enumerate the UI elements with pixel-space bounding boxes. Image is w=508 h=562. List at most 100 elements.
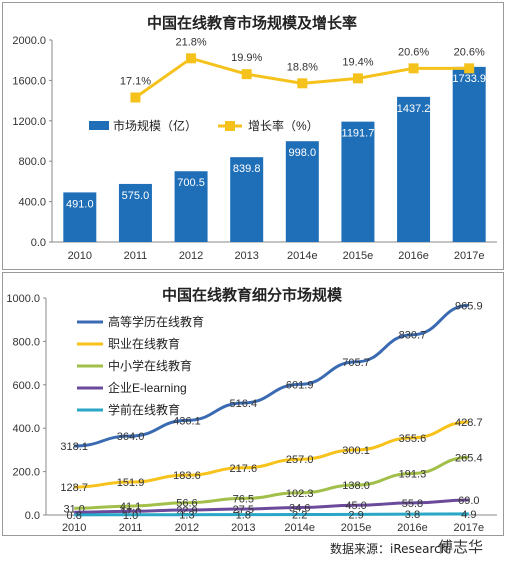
x-tick-label: 2011 [124,250,148,262]
series-value-label: 428.7 [455,417,483,429]
y-tick-label: 0.0 [31,237,46,249]
growth-rate-point [241,69,252,80]
series-value-label: 27.5 [233,504,254,516]
growth-rate-point [464,63,475,74]
bar-value-label: 575.0 [122,190,150,202]
series-line [74,455,469,510]
x-tick-label: 2016e [397,522,428,534]
growth-rate-point [297,78,308,89]
x-tick-label: 2013 [234,250,258,262]
bar [230,157,264,242]
growth-rate-point [408,63,419,74]
x-tick-label: 2017e [454,522,485,534]
series-value-label: 436.1 [173,415,201,427]
legend-bar-swatch [89,121,109,130]
growth-rate-label: 19.9% [231,52,262,64]
legend-label: 高等学历在线教育 [108,314,204,329]
x-tick-label: 2012 [179,250,203,262]
bar [63,192,97,242]
y-tick-label: 400.0 [12,423,40,435]
series-value-label: 364.0 [117,431,145,443]
bar-value-label: 1191.7 [342,128,375,140]
growth-rate-label: 20.6% [398,46,429,58]
legend-label: 职业在线教育 [108,336,180,351]
y-tick-label: 600.0 [12,380,40,392]
growth-rate-label: 19.4% [342,56,373,68]
bar [174,171,208,242]
bar [397,96,431,242]
series-value-label: 76.5 [233,493,254,505]
series-value-label: 2.9 [348,509,363,521]
bar-value-label: 491.0 [66,198,94,210]
series-line [74,512,469,517]
bar-value-label: 839.8 [233,163,261,175]
x-tick-label: 2014e [284,522,315,534]
series-value-label: 217.6 [230,463,258,475]
series-value-label: 55.8 [402,498,423,510]
growth-rate-label: 18.8% [287,61,318,73]
series-value-label: 601.9 [286,379,314,391]
chart-title: 中国在线教育细分市场规模 [162,286,343,304]
series-value-label: 300.1 [342,445,370,457]
y-tick-label: 200.0 [12,467,40,479]
x-tick-label: 2012 [175,522,199,534]
bar-value-label: 700.5 [177,177,205,189]
bar [285,141,319,242]
series-value-label: 965.9 [455,300,483,312]
x-tick-label: 2016e [398,250,429,262]
chart-title: 中国在线教育市场规模及增长率 [147,14,357,32]
bar [118,183,152,242]
y-tick-label: 1600.0 [12,75,46,87]
series-value-label: 69.0 [458,495,479,507]
y-tick-label: 800.0 [18,156,46,168]
series-value-label: 830.7 [399,330,427,342]
series-value-label: 3.8 [405,509,420,521]
series-value-label: 705.7 [342,357,370,369]
y-tick-label: 0.0 [25,510,40,522]
segment-panel [2,272,504,536]
series-value-label: 151.9 [117,477,145,489]
watermark-text: 傅志华 [438,538,484,556]
x-tick-label: 2017e [454,250,485,262]
series-line [74,420,469,489]
growth-rate-point [352,73,363,84]
legend-bar-label: 市场规模（亿） [113,118,197,133]
series-value-label: 318.1 [60,441,88,453]
series-value-label: 45.0 [345,500,366,512]
growth-rate-label: 17.1% [120,76,151,88]
growth-rate-label: 20.6% [454,46,485,58]
series-value-label: 4.9 [461,509,476,521]
series-value-label: 0.8 [67,510,82,522]
series-value-label: 265.4 [455,452,483,464]
legend-line-label: 增长率（%） [248,118,319,133]
bar-value-label: 1437.2 [397,103,431,115]
series-value-label: 2.2 [292,510,307,522]
legend-label: 企业E-learning [108,380,187,395]
segment-chart: 中国在线教育细分市场规模 0.0 200.0 400.0 600.0 800.0 1000.… [6,286,497,534]
growth-rate-point [186,53,197,64]
bar [341,121,375,242]
series-value-label: 183.6 [173,470,201,482]
x-tick-label: 2010 [62,522,86,534]
series-value-label: 1.3 [179,510,194,522]
market-size-chart: 中国在线教育市场规模及增长率 0.0 400.0 800.0 1200.0 1600.0 2… [12,14,497,262]
x-tick-label: 2015e [343,250,374,262]
bar-value-label: 1733.9 [452,73,486,85]
legend-label: 中小学在线教育 [108,358,192,373]
x-tick-label: 2011 [119,522,143,534]
x-tick-label: 2013 [231,522,255,534]
series-value-label: 257.0 [286,454,314,466]
series-line [74,303,469,448]
series-value-label: 355.6 [399,433,427,445]
series-value-label: 102.3 [286,488,314,500]
legend-label: 学前在线教育 [108,402,180,417]
x-tick-label: 2010 [68,250,92,262]
growth-rate-label: 21.8% [175,36,206,48]
legend-line-marker [225,121,235,131]
series-value-label: 34.6 [289,502,310,514]
data-source-note: 数据来源：iResearch [330,542,449,556]
series-value-label: 56.6 [176,498,197,510]
y-tick-label: 800.0 [12,336,40,348]
bar-value-label: 998.0 [289,147,317,159]
